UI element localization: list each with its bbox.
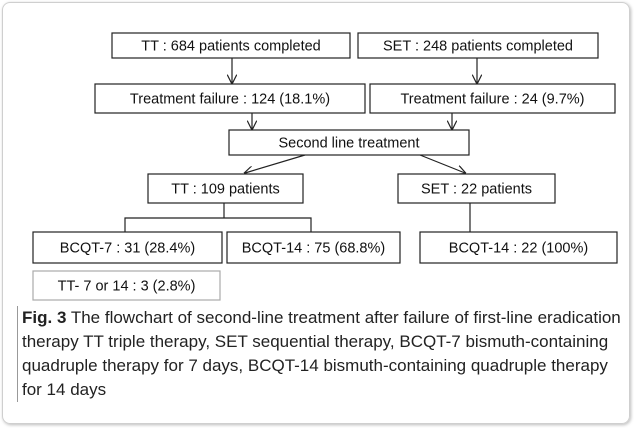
node-box	[226, 231, 401, 264]
caption: Fig. 3 The flowchart of second-line trea…	[17, 306, 628, 402]
node-box	[32, 231, 223, 264]
node-box	[397, 173, 556, 204]
node-label: SET : 248 patients completed	[383, 38, 573, 54]
node-label: Treatment failure : 124 (18.1%)	[130, 91, 330, 107]
node-label: TT : 684 patients completed	[141, 38, 320, 54]
node-box	[32, 270, 221, 301]
connectors	[124, 58, 477, 232]
node-label: TT : 109 patients	[171, 181, 280, 197]
node-box	[419, 231, 618, 264]
node-label: Treatment failure : 24 (9.7%)	[400, 91, 584, 107]
node-label: Second line treatment	[278, 135, 419, 151]
node-box	[357, 32, 599, 59]
node-label: BCQT-7 : 31 (28.4%)	[60, 240, 195, 256]
node-box	[228, 129, 470, 156]
node-label: BCQT-14 : 22 (100%)	[449, 240, 588, 256]
node-box	[94, 83, 366, 114]
node-label: SET : 22 patients	[421, 181, 532, 197]
caption-label: Fig. 3	[22, 308, 67, 327]
node-label: BCQT-14 : 75 (68.8%)	[242, 240, 385, 256]
node-box	[369, 83, 616, 114]
figure-frame	[2, 2, 630, 424]
caption-text: The flowchart of second-line treatment a…	[22, 308, 621, 399]
node-box	[111, 32, 351, 59]
node-label: TT- 7 or 14 : 3 (2.8%)	[58, 278, 196, 294]
node-box	[147, 173, 304, 204]
